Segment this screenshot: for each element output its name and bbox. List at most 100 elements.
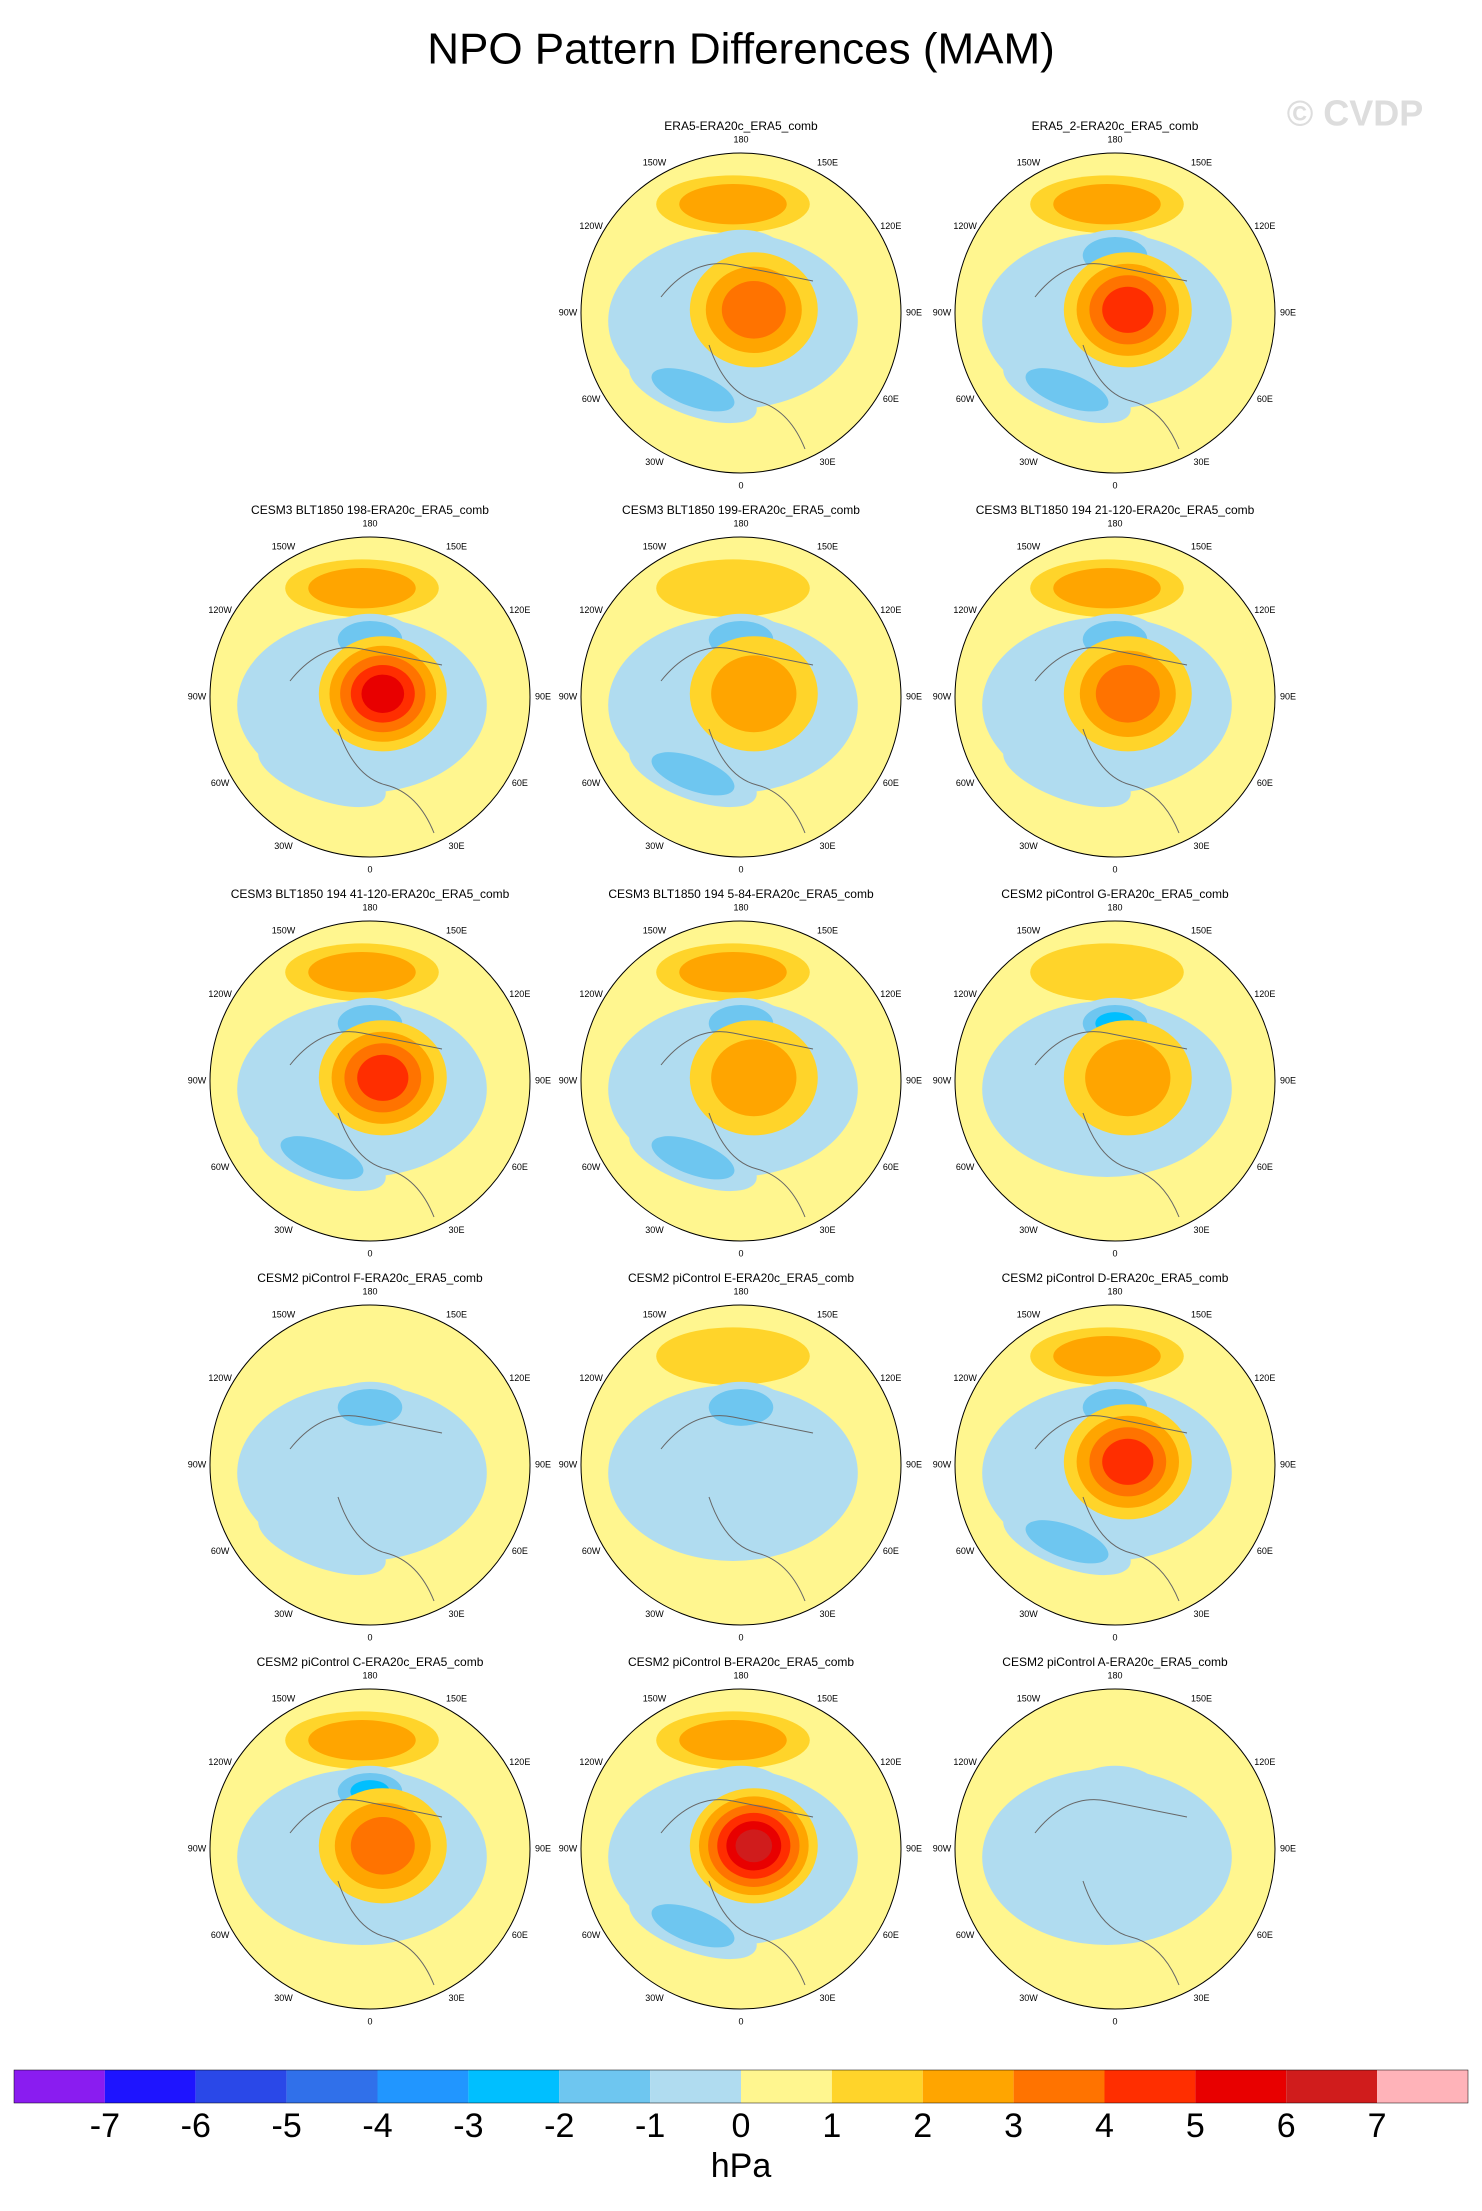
- map-field: [955, 1689, 1275, 2009]
- lon-label: 120W: [953, 1373, 977, 1383]
- lon-label: 30W: [1019, 1993, 1038, 2003]
- map-border: [209, 536, 531, 858]
- colorbar-box: [1286, 2070, 1378, 2103]
- lon-label: 120W: [208, 1757, 232, 1767]
- lon-label: 30W: [645, 1225, 664, 1235]
- lon-label: 150W: [1017, 542, 1041, 552]
- lon-label: 30E: [819, 1993, 835, 2003]
- colorbar-box: [1104, 2070, 1196, 2103]
- lon-label: 120E: [880, 1757, 901, 1767]
- lon-label: 180: [733, 134, 748, 144]
- map-field: [581, 537, 901, 857]
- lon-label: 0: [367, 864, 372, 874]
- lon-label: 30W: [1019, 457, 1038, 467]
- colorbar-tick-label: 4: [1095, 2107, 1114, 2145]
- colorbar-box: [195, 2070, 287, 2103]
- lon-label: 30E: [448, 1993, 464, 2003]
- lon-label: 150W: [643, 1694, 667, 1704]
- field-contour: [711, 655, 797, 733]
- lon-label: 60W: [956, 778, 975, 788]
- lon-label: 180: [1107, 902, 1122, 912]
- colorbar-label: hPa: [711, 2147, 772, 2185]
- field-contour: [708, 1388, 774, 1426]
- panel-title: CESM2 piControl D-ERA20c_ERA5_comb: [1002, 1271, 1229, 1285]
- map-field: [210, 921, 530, 1241]
- field-contour: [1025, 1520, 1109, 1564]
- colorbar-box: [377, 2070, 469, 2103]
- lon-label: 150E: [1191, 158, 1212, 168]
- colorbar-box: [104, 2070, 196, 2103]
- lon-label: 30W: [645, 1609, 664, 1619]
- coastline: [660, 1031, 814, 1218]
- lon-label: 150W: [272, 542, 296, 552]
- lon-label: 180: [733, 1670, 748, 1680]
- lon-label: 150E: [817, 158, 838, 168]
- map-border: [580, 1688, 902, 2010]
- coastline: [1034, 1031, 1188, 1218]
- coastline: [1034, 647, 1188, 834]
- lon-label: 90W: [933, 307, 952, 317]
- lon-label: 150E: [817, 542, 838, 552]
- field-contour: [651, 368, 735, 412]
- lon-label: 90W: [933, 1459, 952, 1469]
- lon-label: 30W: [274, 1225, 293, 1235]
- lon-label: 150W: [1017, 1310, 1041, 1320]
- lon-label: 60E: [1257, 394, 1273, 404]
- colorbar-box: [741, 2070, 832, 2103]
- lon-label: 150W: [272, 1310, 296, 1320]
- map-border: [580, 920, 902, 1242]
- colorbar-tick-label: -7: [90, 2107, 120, 2145]
- lon-label: 60W: [582, 1546, 601, 1556]
- field-contour: [258, 1508, 386, 1576]
- colorbar-tick-label: 2: [913, 2107, 932, 2145]
- lon-label: 90W: [933, 691, 952, 701]
- colorbar-tick-label: 6: [1277, 2107, 1296, 2145]
- lon-label: 90W: [188, 1459, 207, 1469]
- panel-title: CESM2 piControl F-ERA20c_ERA5_comb: [257, 1271, 483, 1285]
- colorbar-frame: [13, 2069, 1469, 2104]
- coastline: [1034, 1799, 1188, 1986]
- lon-label: 90W: [188, 1843, 207, 1853]
- lon-label: 60E: [512, 1546, 528, 1556]
- map-panel: CESM3 BLT1850 194 41-120-ERA20c_ERA5_com…: [188, 887, 551, 1258]
- lon-label: 30E: [819, 457, 835, 467]
- colorbar-box: [286, 2070, 378, 2103]
- lon-label: 60E: [883, 1546, 899, 1556]
- panel-title: CESM3 BLT1850 194 21-120-ERA20c_ERA5_com…: [976, 503, 1255, 517]
- field-contour: [258, 740, 386, 808]
- lon-label: 120E: [880, 605, 901, 615]
- coastline: [289, 1799, 443, 1986]
- map-field: [955, 1305, 1275, 1625]
- lon-label: 150E: [817, 1310, 838, 1320]
- field-contour: [1003, 740, 1131, 808]
- map-field: [581, 921, 901, 1241]
- lon-label: 90E: [906, 1843, 922, 1853]
- lon-label: 120E: [880, 221, 901, 231]
- lon-label: 120E: [1254, 1757, 1275, 1767]
- lon-label: 30E: [1193, 1993, 1209, 2003]
- map-border: [954, 152, 1276, 474]
- coastline: [1034, 263, 1188, 450]
- lon-label: 120W: [579, 1757, 603, 1767]
- lon-label: 120W: [579, 989, 603, 999]
- lon-label: 0: [1112, 1248, 1117, 1258]
- figure-title: NPO Pattern Differences (MAM): [427, 25, 1055, 74]
- map-field: [210, 1305, 530, 1625]
- field-contour: [1053, 568, 1161, 609]
- lon-label: 60E: [512, 1930, 528, 1940]
- lon-label: 90W: [188, 1075, 207, 1085]
- lon-label: 30E: [1193, 1225, 1209, 1235]
- lon-label: 30W: [1019, 1609, 1038, 1619]
- lon-label: 180: [1107, 1286, 1122, 1296]
- lon-label: 60E: [512, 1162, 528, 1172]
- lon-label: 180: [733, 518, 748, 528]
- lon-label: 60E: [1257, 1162, 1273, 1172]
- lon-label: 120W: [953, 1757, 977, 1767]
- lon-label: 60E: [883, 778, 899, 788]
- lon-label: 180: [362, 1286, 377, 1296]
- lon-label: 150W: [1017, 1694, 1041, 1704]
- coastline: [660, 1415, 814, 1602]
- lon-label: 150E: [446, 926, 467, 936]
- field-contour: [679, 952, 787, 993]
